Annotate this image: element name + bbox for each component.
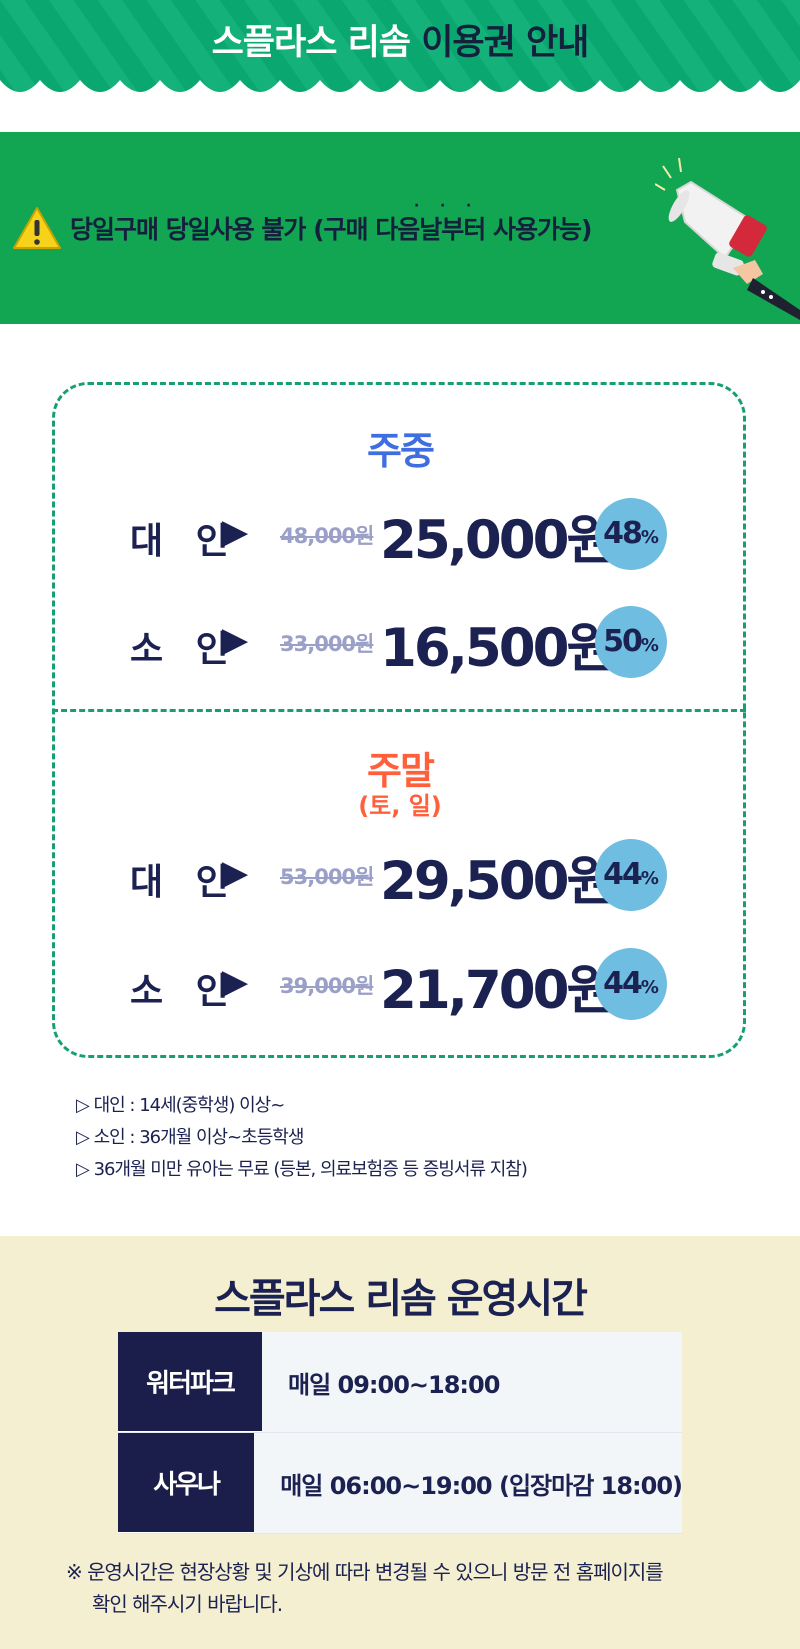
original-price: 53,000원 (280, 865, 374, 889)
notice-banner: · · · 당일구매 당일사용 불가 (구매 다음날부터 사용가능) (0, 132, 800, 324)
hours-row: 워터파크 매일 09:00~18:00 (118, 1332, 682, 1433)
ticket-type-label: 대 인 (130, 521, 239, 562)
price-box (52, 382, 746, 1058)
note-item: ▷ 36개월 미만 유아는 무료 (등본, 의료보험증 등 증빙서류 지참) (76, 1159, 528, 1180)
weekday-title: 주중 (367, 429, 435, 473)
hours-table: 워터파크 매일 09:00~18:00 사우나 매일 06:00~19:00 (… (118, 1332, 683, 1534)
header-background (0, 0, 800, 132)
discount-value: 44 (603, 966, 643, 1001)
discount-badge: 50% (595, 606, 667, 678)
hours-section: 스플라스 리솜 운영시간 워터파크 매일 09:00~18:00 사우나 매일 … (0, 1236, 800, 1649)
facility-hours: 매일 06:00~19:00 (입장마감 18:00) (254, 1433, 683, 1533)
discount-badge: 48% (595, 498, 667, 570)
discount-unit: % (640, 977, 659, 998)
discount-unit: % (640, 527, 659, 548)
arrow-icon: ▶ (222, 620, 249, 660)
facility-name: 사우나 (118, 1433, 255, 1533)
header-banner: 스플라스 리솜 이용권 안내 (0, 0, 800, 132)
notice-text: 당일구매 당일사용 불가 (구매 다음날부터 사용가능) (70, 215, 592, 244)
discount-badge: 44% (595, 839, 667, 911)
warning-icon (13, 207, 61, 249)
hours-row: 사우나 매일 06:00~19:00 (입장마감 18:00) (118, 1433, 683, 1534)
weekday-adult-row: 대 인 ▶ 48,000원 25,000원 48% (0, 494, 800, 574)
sale-price: 25,000원 (380, 510, 615, 571)
weekend-title: 주말 (367, 749, 435, 793)
discount-value: 44 (603, 857, 643, 892)
weekend-adult-row: 대 인 ▶ 53,000원 29,500원 44% (0, 835, 800, 915)
sale-price: 16,500원 (380, 618, 615, 679)
discount-badge: 44% (595, 948, 667, 1020)
weekday-child-row: 소 인 ▶ 33,000원 16,500원 50% (0, 602, 800, 682)
arrow-icon: ▶ (222, 512, 249, 552)
ticket-type-label: 대 인 (130, 862, 239, 903)
discount-value: 50 (603, 624, 643, 659)
sale-price: 29,500원 (380, 851, 615, 912)
ticket-type-label: 소 인 (130, 629, 239, 670)
emphasis-dot: · (414, 198, 420, 214)
weekend-subtitle: (토, 일) (358, 792, 442, 820)
original-price: 33,000원 (280, 632, 374, 656)
emphasis-dot: · (440, 198, 446, 214)
original-price: 39,000원 (280, 974, 374, 998)
page-title: 스플라스 리솜 이용권 안내 (0, 14, 800, 65)
section-divider (52, 709, 746, 712)
discount-unit: % (640, 868, 659, 889)
facility-hours: 매일 09:00~18:00 (262, 1332, 682, 1432)
weekend-child-row: 소 인 ▶ 39,000원 21,700원 44% (0, 944, 800, 1024)
hours-title: 스플라스 리솜 운영시간 (214, 1276, 588, 1322)
hours-note: ※ 운영시간은 현장상황 및 기상에 따라 변경될 수 있으니 방문 전 홈페이… (66, 1556, 664, 1620)
ticket-notes: ▷ 대인 : 14세(중학생) 이상~ ▷ 소인 : 36개월 이상~초등학생 … (76, 1090, 528, 1186)
discount-value: 48 (603, 516, 643, 551)
ticket-type-label: 소 인 (130, 971, 239, 1012)
sale-price: 21,700원 (380, 960, 615, 1021)
page-title-dark: 이용권 안내 (421, 23, 589, 63)
facility-name: 워터파크 (118, 1332, 262, 1432)
hours-note-line: 확인 해주시기 바랍니다. (92, 1592, 283, 1616)
original-price: 48,000원 (280, 524, 374, 548)
page-title-light: 스플라스 리솜 (211, 23, 411, 63)
discount-unit: % (640, 635, 659, 656)
hours-note-line: ※ 운영시간은 현장상황 및 기상에 따라 변경될 수 있으니 방문 전 홈페이… (66, 1560, 664, 1584)
arrow-icon: ▶ (222, 962, 249, 1002)
note-item: ▷ 소인 : 36개월 이상~초등학생 (76, 1127, 304, 1148)
emphasis-dot: · (466, 198, 472, 214)
note-item: ▷ 대인 : 14세(중학생) 이상~ (76, 1095, 285, 1116)
arrow-icon: ▶ (222, 853, 249, 893)
megaphone-icon (655, 157, 800, 320)
